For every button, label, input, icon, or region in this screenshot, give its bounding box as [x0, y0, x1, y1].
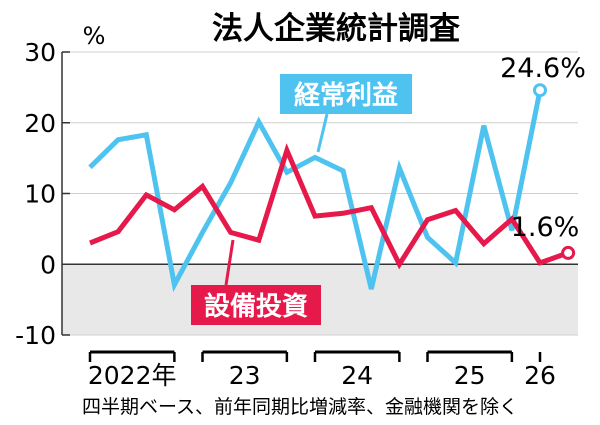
y-tick-label-20: 20	[24, 109, 56, 138]
end-label-setsubi-toshi: 1.6%	[511, 212, 580, 243]
y-tick-label-10: 10	[24, 180, 56, 209]
series-line-1	[89, 143, 569, 270]
end-label-keijo-rieki: 24.6%	[500, 53, 586, 84]
label-setsubi-toshi-leader	[224, 239, 235, 286]
x-group-label-0: 2022年	[88, 361, 177, 390]
y-tick-label--10: -10	[15, 321, 56, 350]
series-layer	[88, 83, 576, 293]
series-line-0	[88, 89, 543, 293]
label-keijo-rieki-text: 経常利益	[294, 80, 398, 111]
label-keijo-rieki: 経常利益	[280, 74, 412, 153]
chart-title: 法人企業統計調査	[212, 11, 460, 47]
gridlines	[62, 51, 578, 336]
x-group-label-1: 23	[229, 361, 261, 390]
chart-note: 四半期ベース、前年同期比増減率、金融機関を除く	[82, 396, 518, 418]
label-setsubi-toshi-box	[191, 285, 321, 325]
x-group-label-3: 25	[454, 361, 486, 390]
y-tick-label-0: 0	[40, 250, 56, 279]
label-keijo-rieki-leader	[316, 113, 329, 153]
x-group-label-4: 26	[524, 361, 556, 390]
label-setsubi-toshi-text: 設備投資	[204, 291, 308, 322]
x-axis: 2022年 23 24 25 26	[88, 350, 556, 390]
y-tick-label-30: 30	[24, 38, 56, 67]
series-end-marker-1	[561, 245, 576, 260]
label-keijo-rieki-box	[280, 74, 412, 114]
x-group-label-2: 24	[341, 361, 373, 390]
label-setsubi-toshi: 設備投資	[191, 239, 321, 325]
series-end-marker-0	[533, 83, 547, 98]
y-axis: 30 20 10 0 -10	[15, 38, 70, 350]
y-axis-unit: %	[83, 22, 106, 50]
